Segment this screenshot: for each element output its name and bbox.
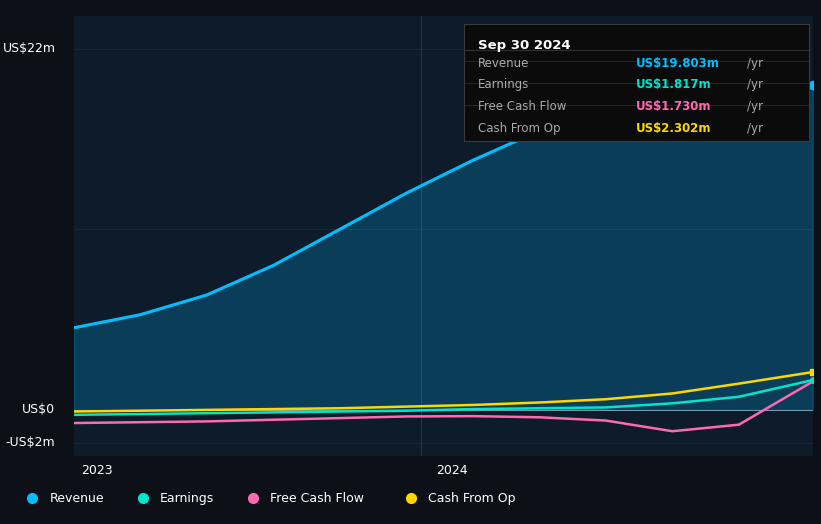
Text: Sep 30 2024: Sep 30 2024 bbox=[478, 39, 571, 52]
Text: Revenue: Revenue bbox=[49, 492, 104, 505]
Text: US$0: US$0 bbox=[22, 403, 55, 417]
Text: Past: Past bbox=[779, 40, 805, 53]
Text: /yr: /yr bbox=[746, 100, 763, 113]
Text: US$22m: US$22m bbox=[2, 42, 55, 55]
Text: /yr: /yr bbox=[746, 122, 763, 135]
Text: 2024: 2024 bbox=[436, 464, 468, 477]
Text: Cash From Op: Cash From Op bbox=[428, 492, 516, 505]
Text: Earnings: Earnings bbox=[160, 492, 214, 505]
Text: US$1.817m: US$1.817m bbox=[636, 79, 712, 91]
Text: Free Cash Flow: Free Cash Flow bbox=[270, 492, 365, 505]
Text: Earnings: Earnings bbox=[478, 79, 529, 91]
Text: Cash From Op: Cash From Op bbox=[478, 122, 560, 135]
Text: US$19.803m: US$19.803m bbox=[636, 57, 720, 70]
Text: Free Cash Flow: Free Cash Flow bbox=[478, 100, 566, 113]
Text: /yr: /yr bbox=[746, 57, 763, 70]
Text: Revenue: Revenue bbox=[478, 57, 529, 70]
Text: /yr: /yr bbox=[746, 79, 763, 91]
Text: 2023: 2023 bbox=[81, 464, 113, 477]
Text: US$2.302m: US$2.302m bbox=[636, 122, 712, 135]
Text: -US$2m: -US$2m bbox=[6, 436, 55, 449]
Text: US$1.730m: US$1.730m bbox=[636, 100, 712, 113]
